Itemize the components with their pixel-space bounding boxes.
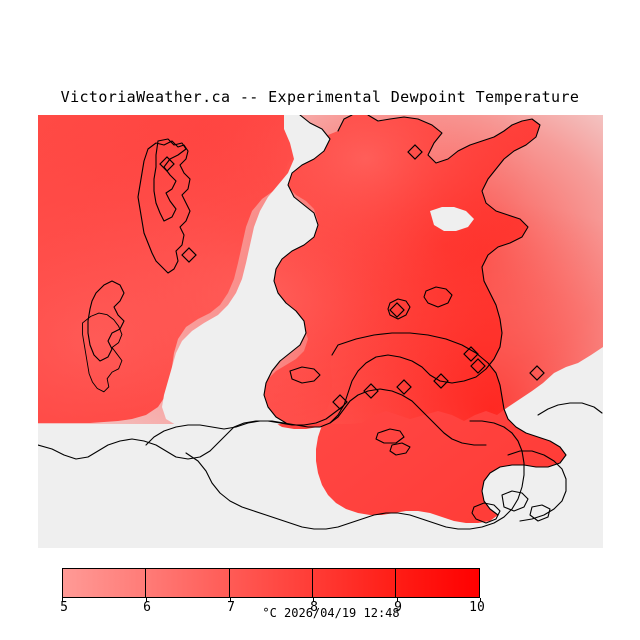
coastline-layer [38,115,603,530]
colorbar-divider [394,569,396,597]
colorbar-body [62,568,480,598]
station-marker [396,379,412,395]
station-marker [470,358,486,374]
colorbar-tick [230,598,231,602]
station-marker [181,247,197,263]
station-marker [463,346,479,362]
colorbar-divider [228,569,230,597]
dewpoint-contour-fill [38,115,603,523]
colorbar-tick [146,598,147,602]
station-marker [332,394,348,410]
colorbar-tick [313,598,314,602]
colorbar-divider [311,569,313,597]
colorbar-label-7: 7 [227,600,235,615]
dewpoint-field-map [38,115,603,548]
colorbar-tick [397,598,398,602]
station-marker [363,383,379,399]
colorbar-label-5: 5 [60,600,68,615]
colorbar-label-8: 8 [310,600,318,615]
colorbar [62,568,480,598]
colorbar-label-10: 10 [469,600,485,615]
station-marker [529,365,545,381]
map-panel[interactable] [38,115,603,548]
station-markers-layer[interactable] [159,144,545,410]
colorbar-tick [480,598,481,602]
colorbar-caption: °C 2026/04/19 12:48 [262,606,400,620]
colorbar-label-6: 6 [143,600,151,615]
station-marker [407,144,423,160]
colorbar-label-9: 9 [394,600,402,615]
colorbar-divider [145,569,147,597]
station-marker [389,302,405,318]
colorbar-gradient [63,569,479,597]
station-marker [433,373,449,389]
colorbar-tick [62,598,63,602]
page-title: VictoriaWeather.ca -- Experimental Dewpo… [60,88,580,106]
station-marker [159,156,175,172]
